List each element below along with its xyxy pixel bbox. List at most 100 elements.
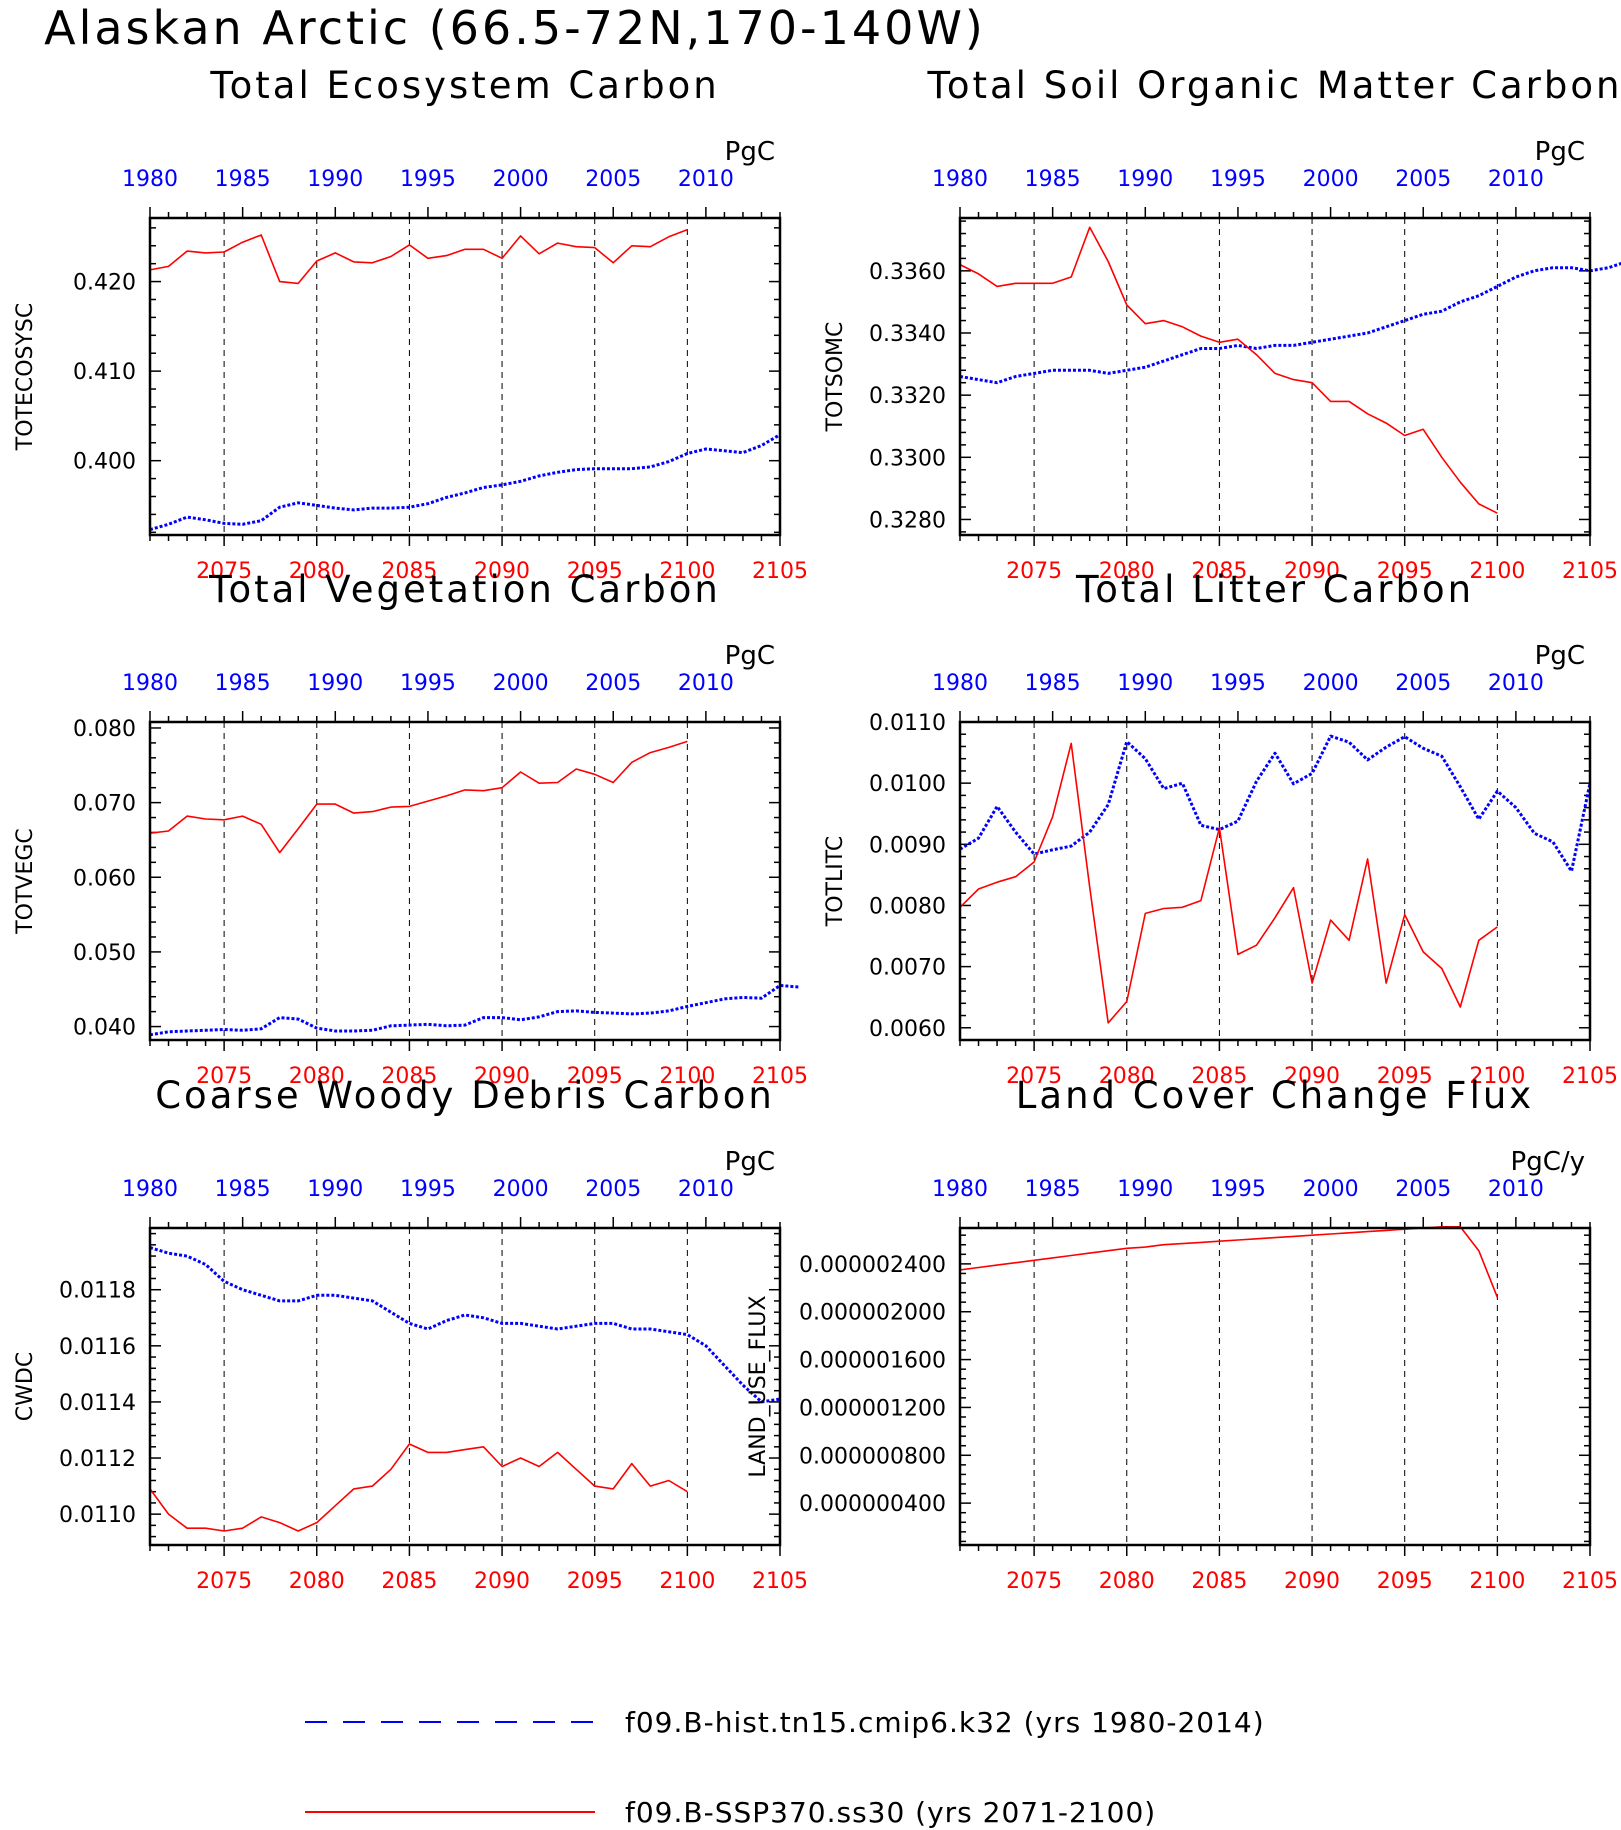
y-tick-label: 0.400	[73, 450, 136, 475]
plot-frame	[958, 1226, 1592, 1547]
x-tick-label-bottom: 2075	[196, 1569, 252, 1594]
x-tick-label-top: 1990	[307, 1177, 363, 1202]
x-tick-label-bottom: 2090	[1284, 1569, 1340, 1594]
y-tick-label: 0.070	[73, 792, 136, 817]
x-tick-label-top: 1995	[1210, 167, 1266, 192]
x-tick-label-top: 2005	[1395, 671, 1451, 696]
x-tick-label-bottom: 2105	[752, 1569, 808, 1594]
x-tick-label-top: 2005	[585, 671, 641, 696]
units-label: PgC	[1535, 641, 1585, 671]
series-line-ssp	[959, 226, 1498, 514]
x-tick-label-top: 1995	[1210, 1177, 1266, 1202]
x-tick-label-bottom: 2080	[1099, 1064, 1155, 1089]
y-tick-label: 0.000001600	[799, 1349, 946, 1374]
plot-frame	[958, 216, 1592, 537]
y-axis-label: LAND_USE_FLUX	[746, 1295, 771, 1477]
chart-panel-5: Coarse Woody Debris Carbon PgC 2075 2080 208…	[13, 1074, 808, 1594]
x-tick-label-top: 2010	[678, 167, 734, 192]
x-tick-label-top: 2000	[493, 167, 549, 192]
x-tick-label-bottom: 2075	[196, 559, 252, 584]
y-tick-label: 0.0116	[59, 1335, 136, 1360]
main-title: Alaskan Arctic (66.5-72N,170-140W)	[44, 1, 986, 55]
y-tick-label: 0.3360	[869, 260, 946, 285]
y-tick-label: 0.3340	[869, 322, 946, 347]
x-tick-label-bottom: 2090	[474, 1569, 530, 1594]
y-tick-label: 0.000002000	[799, 1301, 946, 1326]
x-tick-label-top: 1990	[307, 671, 363, 696]
units-label: PgC	[1535, 137, 1585, 167]
series-line-hist	[149, 433, 781, 532]
x-tick-label-top: 1995	[1210, 671, 1266, 696]
x-tick-label-bottom: 2075	[1006, 1064, 1062, 1089]
plot-frame	[148, 720, 782, 1042]
x-tick-label-bottom: 2085	[381, 1064, 437, 1089]
y-tick-label: 0.050	[73, 941, 136, 966]
x-tick-label-top: 1985	[1025, 1177, 1081, 1202]
x-tick-label-top: 1985	[215, 1177, 271, 1202]
legend-label-hist: f09.B-hist.tn15.cmip6.k32 (yrs 1980-2014…	[625, 1706, 1265, 1739]
y-tick-label: 0.0110	[869, 711, 946, 736]
x-tick-label-top: 1985	[215, 671, 271, 696]
x-tick-label-top: 1995	[400, 167, 456, 192]
x-tick-label-bottom: 2100	[659, 1064, 715, 1089]
y-tick-label: 0.3280	[869, 508, 946, 533]
x-tick-label-top: 2010	[678, 1177, 734, 1202]
chart-title: Land Cover Change Flux	[1016, 1074, 1534, 1117]
y-tick-label: 0.0100	[869, 772, 946, 797]
x-tick-label-top: 2000	[1303, 167, 1359, 192]
x-tick-label-bottom: 2080	[289, 1569, 345, 1594]
x-tick-label-bottom: 2105	[1562, 559, 1618, 584]
x-tick-label-bottom: 2100	[659, 559, 715, 584]
x-tick-label-bottom: 2080	[1099, 1569, 1155, 1594]
x-tick-label-bottom: 2100	[1469, 559, 1525, 584]
x-tick-label-bottom: 2105	[752, 559, 808, 584]
x-tick-label-bottom: 2075	[1006, 559, 1062, 584]
y-axis-label: TOTVEGC	[13, 828, 38, 935]
x-tick-label-top: 2000	[493, 671, 549, 696]
x-tick-label-bottom: 2085	[381, 1569, 437, 1594]
x-tick-label-top: 1985	[215, 167, 271, 192]
x-tick-label-bottom: 2080	[289, 1064, 345, 1089]
x-tick-label-top: 1980	[122, 167, 178, 192]
x-tick-label-top: 2010	[1488, 671, 1544, 696]
units-label: PgC/y	[1511, 1147, 1585, 1177]
y-tick-label: 0.000001200	[799, 1396, 946, 1421]
y-tick-label: 0.0112	[59, 1447, 136, 1472]
y-axis-label: TOTSOMC	[823, 322, 848, 433]
x-tick-label-bottom: 2085	[1191, 1064, 1247, 1089]
x-tick-label-bottom: 2075	[1006, 1569, 1062, 1594]
y-tick-label: 0.0060	[869, 1017, 946, 1042]
y-axis-label: TOTECOSYSC	[13, 303, 38, 452]
x-tick-label-top: 2010	[678, 671, 734, 696]
y-tick-label: 0.420	[73, 271, 136, 296]
x-tick-label-bottom: 2100	[1469, 1064, 1525, 1089]
x-tick-label-bottom: 2095	[1377, 559, 1433, 584]
y-tick-label: 0.0118	[59, 1279, 136, 1304]
legend: f09.B-hist.tn15.cmip6.k32 (yrs 1980-2014…	[305, 1706, 1265, 1829]
x-tick-label-top: 1980	[122, 1177, 178, 1202]
x-tick-label-bottom: 2105	[1562, 1569, 1618, 1594]
series-line-ssp	[149, 1443, 688, 1532]
x-tick-label-bottom: 2095	[567, 559, 623, 584]
x-tick-label-top: 1980	[932, 167, 988, 192]
chart-title: Total Litter Carbon	[1075, 568, 1474, 611]
series-line-hist	[959, 734, 1592, 873]
x-tick-label-top: 2005	[1395, 1177, 1451, 1202]
series-line-ssp	[959, 1226, 1499, 1298]
y-tick-label: 0.0090	[869, 833, 946, 858]
x-tick-label-bottom: 2090	[1284, 1064, 1340, 1089]
units-label: PgC	[725, 641, 775, 671]
x-tick-label-bottom: 2095	[567, 1064, 623, 1089]
chart-title: Total Vegetation Carbon	[208, 568, 721, 611]
x-tick-label-top: 2000	[493, 1177, 549, 1202]
x-tick-label-top: 1980	[932, 1177, 988, 1202]
x-tick-label-bottom: 2100	[659, 1569, 715, 1594]
plot-frame	[958, 720, 1592, 1042]
x-tick-label-top: 1995	[400, 1177, 456, 1202]
x-tick-label-top: 2005	[585, 167, 641, 192]
y-tick-label: 0.3320	[869, 384, 946, 409]
series-line-ssp	[149, 228, 688, 285]
x-tick-label-top: 2005	[585, 1177, 641, 1202]
